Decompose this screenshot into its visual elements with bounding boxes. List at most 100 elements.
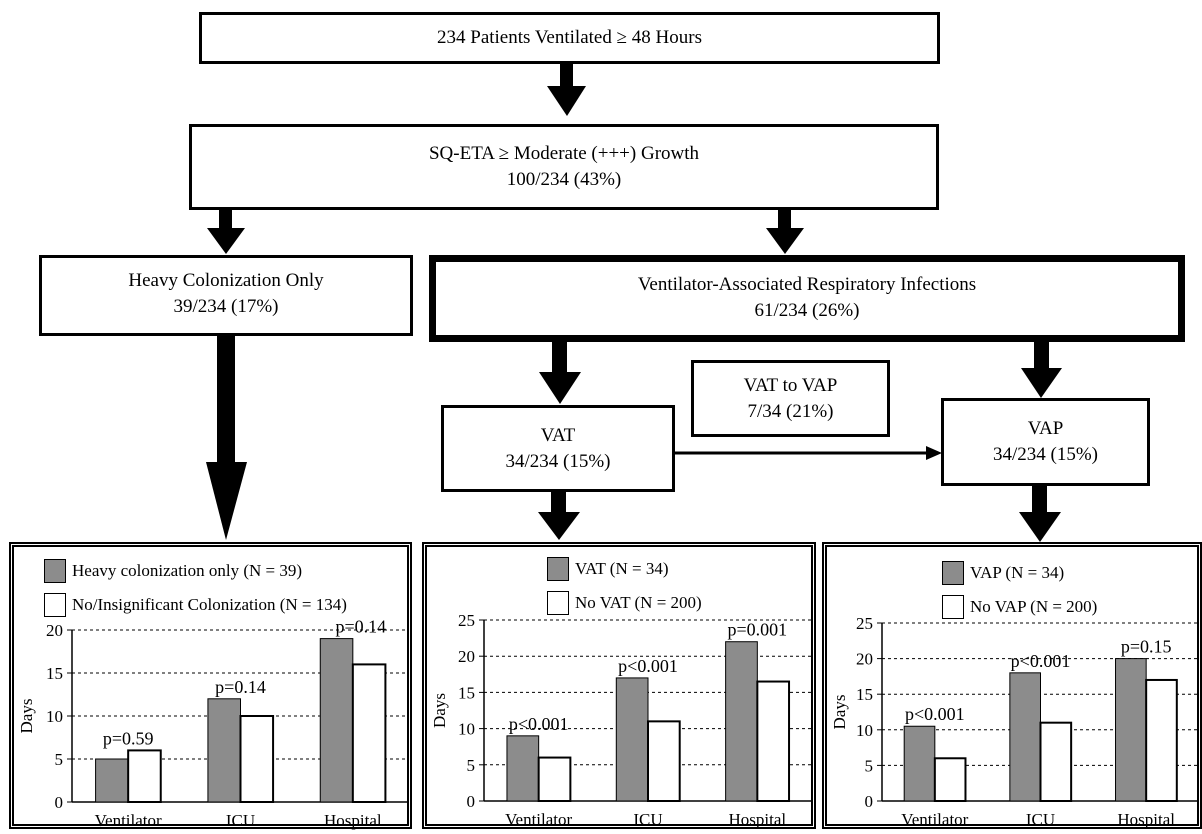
x-category-label: Hospital	[1117, 810, 1175, 829]
y-tick-label: 15	[856, 685, 873, 704]
bar-ventilator-group	[95, 758, 129, 803]
y-tick-label: 25	[856, 614, 873, 633]
y-tick-label: 20	[856, 650, 873, 669]
legend-label-comparison: No/Insignificant Colonization (N = 134)	[72, 595, 347, 614]
bar-hospital-comparison	[756, 680, 791, 802]
bar-hospital-comparison	[351, 663, 387, 804]
x-category-label: Hospital	[324, 811, 382, 830]
p-value-label: p=0.001	[728, 620, 788, 640]
heavy-colonization-label: Heavy Colonization Only	[128, 270, 324, 291]
p-value-label: p<0.001	[1011, 651, 1071, 671]
y-tick-label: 20	[46, 621, 63, 640]
sq-eta-label: SQ-ETA ≥ Moderate (+++) Growth	[428, 143, 700, 164]
legend-swatch-gray	[547, 557, 569, 581]
y-tick-label: 25	[458, 611, 475, 630]
legend-label-group: VAT (N = 34)	[575, 559, 669, 578]
bar-ventilator-comparison	[127, 749, 162, 803]
sq-eta-count: 100/234 (43%)	[506, 169, 622, 190]
arrow-infections-to-vat	[539, 342, 581, 404]
y-tick-label: 10	[46, 707, 63, 726]
legend-item-comparison: No VAT (N = 200)	[547, 591, 702, 615]
y-tick-label: 15	[458, 683, 475, 702]
bar-ventilator-group	[903, 725, 936, 802]
legend-label-comparison: No VAP (N = 200)	[970, 597, 1098, 616]
vat-to-vap-label: VAT to VAP	[743, 374, 838, 396]
vap-count: 34/234 (15%)	[992, 444, 1098, 465]
arrow-sq-to-heavy	[207, 210, 245, 254]
respiratory-infections-label: Ventilator-Associated Respiratory Infect…	[637, 274, 977, 295]
heavy-colonization-count: 39/234 (17%)	[173, 296, 279, 317]
bar-icu-comparison	[1039, 721, 1073, 802]
bar-hospital-comparison	[1145, 678, 1178, 803]
bar-icu-comparison	[647, 720, 681, 802]
arrow-sq-to-infections	[766, 210, 804, 254]
legend-swatch-white	[942, 595, 964, 619]
legend-swatch-white	[547, 591, 569, 615]
x-category-label: Hospital	[729, 810, 787, 829]
x-category-label: ICU	[633, 810, 662, 829]
x-category-label: ICU	[226, 811, 255, 830]
p-value-label: p=0.14	[215, 677, 266, 697]
chart-panel-vap: VAP (N = 34) No VAP (N = 200) 0 5 10 15 20 25…	[822, 542, 1202, 829]
y-tick-label: 15	[46, 664, 63, 683]
bar-icu-group	[615, 677, 649, 802]
respiratory-infections-count: 61/234 (26%)	[754, 300, 860, 321]
legend-label-group: Heavy colonization only (N = 39)	[72, 561, 303, 580]
y-tick-label: 0	[467, 792, 476, 811]
sq-eta-box: SQ-ETA ≥ Moderate (+++) Growth 100/234 (…	[189, 124, 939, 210]
y-tick-label: 0	[865, 792, 874, 811]
legend-item-comparison: No/Insignificant Colonization (N = 134)	[44, 593, 347, 617]
y-tick-label: 5	[55, 750, 64, 769]
arrow-infections-to-vap	[1021, 342, 1062, 398]
legend-label-comparison: No VAT (N = 200)	[575, 593, 702, 612]
legend-item-comparison: No VAP (N = 200)	[942, 595, 1097, 619]
bar-icu-group	[1009, 672, 1042, 802]
bar-chart-vat: 0 5 10 15 20 25 Days Ventilator p<0.001 ICU p<0.00…	[430, 611, 812, 829]
x-category-label: ICU	[1026, 810, 1055, 829]
bar-chart-heavy-colonization: 0 5 10 15 20 Days Ventilator p=0.59 ICU p=0.14 Hos…	[17, 617, 409, 830]
y-tick-label: 20	[458, 647, 475, 666]
bar-hospital-group	[1115, 658, 1147, 802]
p-value-label: p<0.001	[509, 714, 569, 734]
total-patients-box: 234 Patients Ventilated ≥ 48 Hours	[199, 12, 940, 64]
vap-label: VAP	[1027, 418, 1064, 439]
y-axis-label: Days	[17, 699, 36, 734]
bar-hospital-group	[725, 641, 758, 802]
total-patients-text: 234 Patients Ventilated ≥ 48 Hours	[437, 27, 702, 48]
p-value-label: p<0.001	[905, 704, 965, 724]
y-axis-label: Days	[430, 693, 449, 728]
legend-swatch-gray	[942, 561, 964, 585]
chart-panel-heavy-colonization: Heavy colonization only (N = 39) No/Insi…	[9, 542, 412, 830]
y-tick-label: 5	[467, 756, 476, 775]
bar-icu-group	[207, 698, 242, 803]
legend-item-group: VAP (N = 34)	[942, 561, 1064, 585]
heavy-colonization-box: Heavy Colonization Only 39/234 (17%)	[39, 255, 413, 336]
bar-ventilator-group	[506, 735, 540, 802]
bar-hospital-group	[319, 638, 354, 803]
arrow-vat-to-vap	[675, 446, 942, 460]
p-value-label: p=0.15	[1121, 637, 1172, 657]
p-value-label: p=0.59	[103, 728, 154, 748]
legend-swatch-white	[44, 593, 66, 617]
bar-ventilator-comparison	[933, 757, 967, 802]
y-tick-label: 10	[856, 721, 873, 740]
y-tick-label: 10	[458, 720, 475, 739]
vat-box: VAT 34/234 (15%)	[441, 405, 675, 492]
vat-count: 34/234 (15%)	[505, 450, 611, 472]
vat-to-vap-box: VAT to VAP 7/34 (21%)	[691, 360, 890, 437]
arrow-vat-to-chart	[538, 492, 580, 540]
bar-icu-comparison	[239, 715, 275, 803]
x-category-label: Ventilator	[95, 811, 162, 830]
arrow-vap-to-chart	[1019, 486, 1061, 542]
legend-swatch-gray	[44, 559, 66, 583]
y-tick-label: 5	[865, 756, 874, 775]
bar-ventilator-comparison	[537, 756, 572, 802]
legend-item-group: Heavy colonization only (N = 39)	[44, 559, 302, 583]
chart-panel-vat: VAT (N = 34) No VAT (N = 200) 0 5 10 15 20 25…	[422, 542, 816, 829]
vap-box: VAP 34/234 (15%)	[941, 398, 1150, 486]
legend-item-group: VAT (N = 34)	[547, 557, 669, 581]
vat-to-vap-count: 7/34 (21%)	[747, 400, 834, 422]
x-category-label: Ventilator	[901, 810, 968, 829]
arrow-top-to-sq	[547, 64, 586, 116]
